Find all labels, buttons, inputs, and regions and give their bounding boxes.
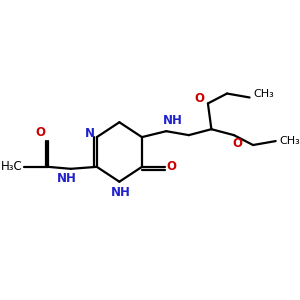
Text: CH₃: CH₃ <box>253 88 274 98</box>
Text: NH: NH <box>56 172 76 185</box>
Text: NH: NH <box>111 186 131 199</box>
Text: CH₃: CH₃ <box>279 136 300 146</box>
Text: O: O <box>167 160 176 173</box>
Text: H₃C: H₃C <box>1 160 22 173</box>
Text: O: O <box>194 92 204 105</box>
Text: N: N <box>85 127 95 140</box>
Text: O: O <box>232 136 242 150</box>
Text: O: O <box>35 126 45 139</box>
Text: NH: NH <box>162 114 182 127</box>
